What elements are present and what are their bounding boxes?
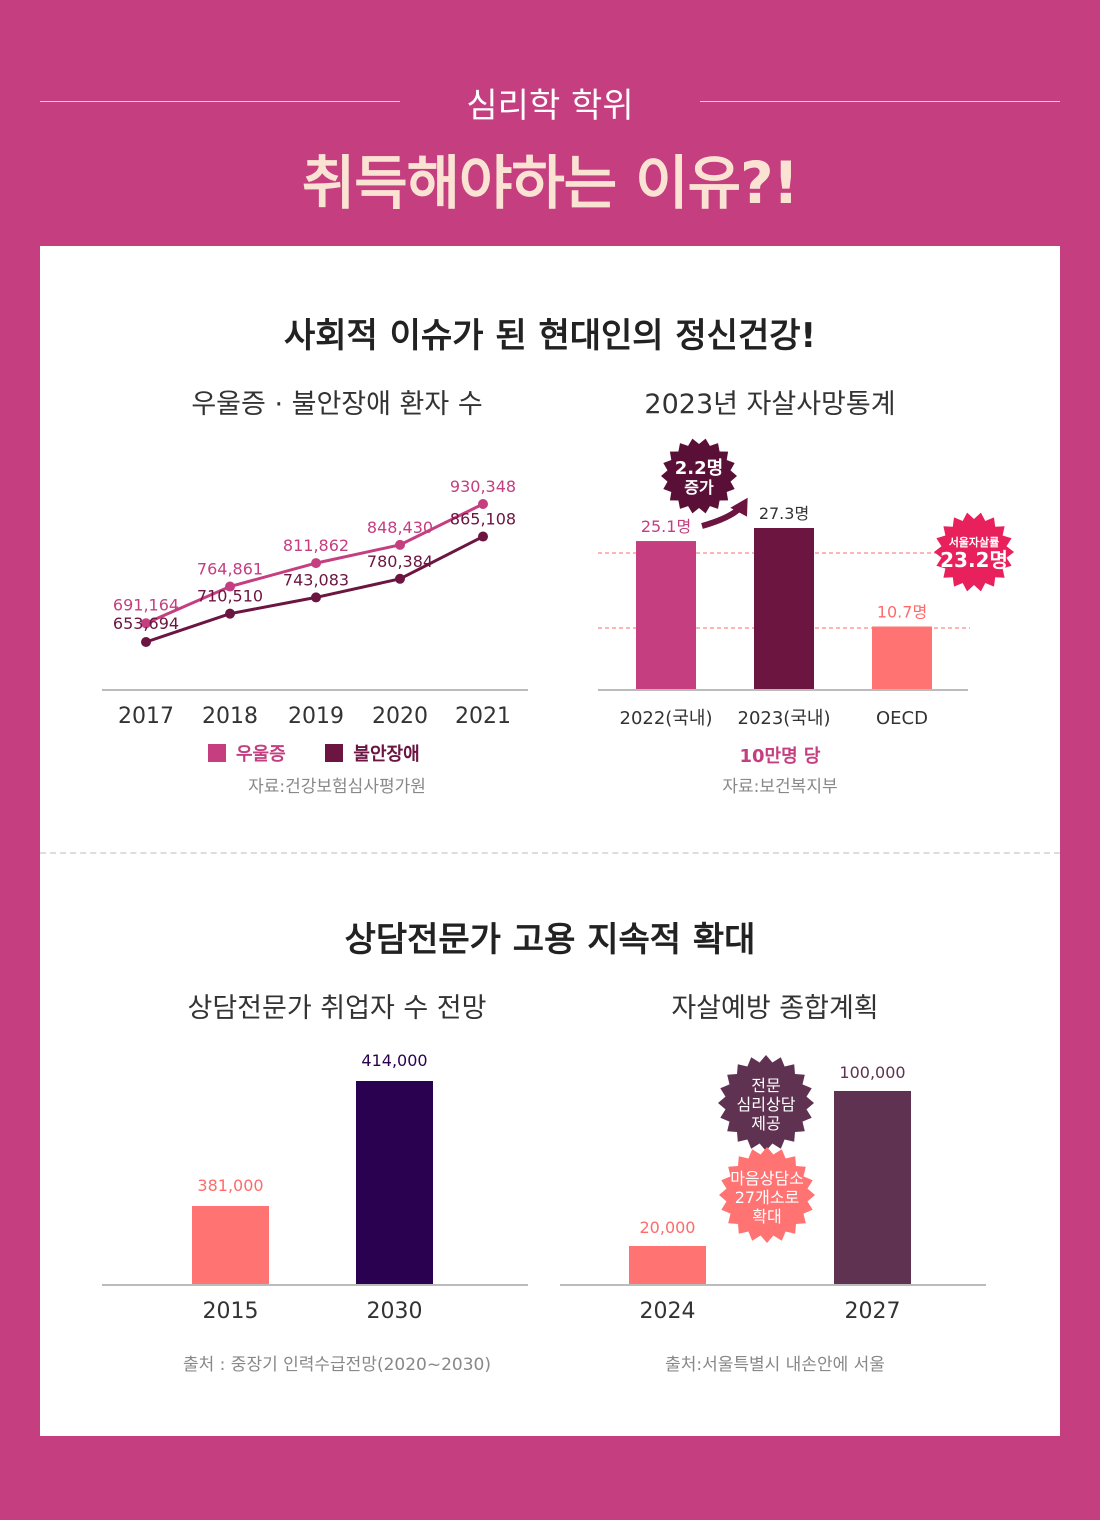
section1-title: 사회적 이슈가 된 현대인의 정신건강!: [283, 316, 817, 356]
data-label: 780,384: [367, 552, 433, 571]
bar: [192, 1206, 269, 1285]
bar: [834, 1091, 911, 1285]
data-point: [478, 499, 488, 509]
service-badge-text: 심리상담: [737, 1095, 796, 1114]
x-tick-label: 2015: [203, 1299, 259, 1324]
legend-item-depression: 우울증: [208, 740, 286, 766]
legend-item-anxiety: 불안장애: [325, 740, 420, 766]
header-line-right: [700, 101, 1060, 102]
bar: [636, 541, 696, 690]
data-point: [225, 608, 235, 619]
bar: [356, 1081, 433, 1285]
x-tick-label: 2020: [372, 704, 428, 729]
chart2-unit: 10만명 당: [739, 746, 821, 767]
legend-swatch-depression: [208, 744, 226, 762]
data-label: 653,694: [113, 614, 179, 633]
data-label: 764,861: [197, 560, 263, 579]
chart2-source: 자료:보건복지부: [722, 777, 838, 797]
data-label: 930,348: [450, 477, 516, 496]
chart1-legend: 우울증 불안장애: [208, 740, 454, 767]
center-expand-badge: [719, 1147, 815, 1243]
section-divider: [40, 852, 1060, 854]
x-tick-label: 2030: [367, 1299, 423, 1324]
increase-badge-value: 2.2명: [675, 458, 723, 479]
data-label: 710,510: [197, 587, 263, 606]
header-subtitle: 심리학 학위: [466, 86, 634, 126]
x-tick-label: 2019: [288, 704, 344, 729]
data-label: 865,108: [450, 510, 516, 529]
seoul-rate-badge-label: 서울자살률: [949, 535, 1000, 549]
chart3-source: 출처 : 중장기 인력수급전망(2020~2030): [182, 1355, 491, 1375]
service-badge: [718, 1055, 814, 1151]
increase-badge: [661, 438, 737, 514]
chart4-source: 출처:서울특별시 내손안에 서울: [665, 1355, 885, 1375]
x-tick-label: 2021: [455, 704, 511, 729]
data-point: [395, 539, 405, 550]
x-tick-label: 2018: [202, 704, 258, 729]
center-expand-badge-text: 마음상담소: [730, 1169, 804, 1188]
seoul-rate-badge: [934, 512, 1014, 592]
bar: [754, 528, 814, 690]
x-tick-label: 2022(국내): [620, 708, 713, 729]
legend-swatch-anxiety: [325, 744, 344, 762]
data-point: [311, 592, 321, 603]
section2-title: 상담전문가 고용 지속적 확대: [344, 920, 756, 960]
legend-label-depression: 우울증: [236, 744, 286, 765]
chart1-source: 자료:건강보험심사평가원: [248, 777, 426, 797]
line-chart: 691,164 764,861 811,862 848,430 930,348 653,6…: [102, 438, 1014, 1324]
data-label: 381,000: [197, 1176, 263, 1195]
increase-arrow: [701, 505, 743, 529]
x-tick-label: 2027: [845, 1299, 901, 1324]
data-label: 743,083: [283, 570, 349, 589]
data-point: [225, 581, 235, 592]
data-point: [311, 558, 321, 569]
data-point: [478, 531, 488, 542]
x-tick-label: OECD: [876, 708, 928, 729]
data-label: 27.3명: [759, 504, 809, 523]
x-tick-label: 2024: [640, 1299, 696, 1324]
chart4-title: 자살예방 종합계획: [671, 993, 879, 1024]
seoul-rate-badge-value: 23.2명: [940, 548, 1008, 572]
bar: [629, 1246, 706, 1285]
center-expand-badge-text: 27개소로: [735, 1188, 800, 1207]
data-label: 100,000: [839, 1063, 905, 1082]
content-card: 사회적 이슈가 된 현대인의 정신건강! 우울증 · 불안장애 환자 수 691…: [40, 246, 1060, 1436]
data-label: 20,000: [640, 1218, 696, 1237]
service-badge-text: 제공: [751, 1114, 780, 1133]
header-title: 취득해야하는 이유?!: [301, 149, 799, 217]
x-tick-label: 2023(국내): [738, 708, 831, 729]
center-expand-badge-text: 확대: [752, 1207, 781, 1226]
data-label: 414,000: [361, 1051, 427, 1070]
data-label: 10.7명: [877, 603, 927, 622]
data-label: 848,430: [367, 518, 433, 537]
data-label: 811,862: [283, 536, 349, 555]
data-label: 25.1명: [641, 517, 691, 536]
service-badge-text: 전문: [751, 1076, 780, 1095]
data-label: 691,164: [113, 595, 179, 614]
data-point: [141, 637, 151, 647]
increase-badge-label: 증가: [684, 478, 714, 497]
header-line-left: [40, 101, 400, 102]
chart2-title: 2023년 자살사망통계: [644, 389, 896, 420]
data-point: [395, 573, 405, 584]
chart1-title: 우울증 · 불안장애 환자 수: [191, 389, 483, 420]
legend-label-anxiety: 불안장애: [353, 744, 420, 765]
x-tick-label: 2017: [118, 704, 174, 729]
chart3-title: 상담전문가 취업자 수 전망: [187, 993, 487, 1024]
data-point: [141, 618, 151, 629]
bar: [872, 626, 932, 690]
increase-arrow-head: [730, 497, 748, 517]
